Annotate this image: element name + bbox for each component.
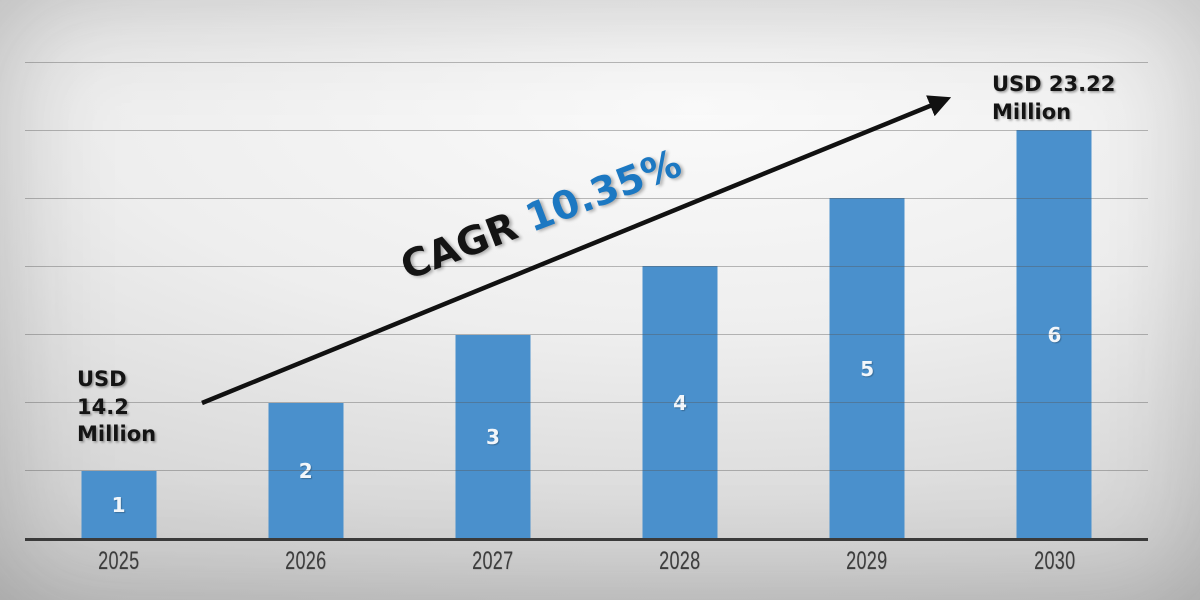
bar-value-label-2025: 1 xyxy=(111,492,126,517)
bar-slot-2030: 6 xyxy=(961,62,1148,539)
bar-value-label-2027: 3 xyxy=(485,424,500,449)
bar-value-label-2028: 4 xyxy=(673,390,688,415)
bar-value-label-2026: 2 xyxy=(298,458,313,483)
x-tick-2027: 2027 xyxy=(399,547,586,576)
x-tick-2026: 2026 xyxy=(212,547,399,576)
x-tick-2028: 2028 xyxy=(587,547,774,576)
bar-slot-2027: 3 xyxy=(399,62,586,539)
x-tick-label-2030: 2030 xyxy=(1033,547,1076,575)
bar-2027: 3 xyxy=(455,334,531,539)
x-tick-label-2027: 2027 xyxy=(472,547,514,575)
x-tick-label-2025: 2025 xyxy=(97,547,140,575)
bar-2029: 5 xyxy=(829,198,905,539)
end-value-line-2: Million xyxy=(992,99,1072,124)
bar-slot-2028: 4 xyxy=(587,62,774,539)
start-value-label: USD 14.2 Million xyxy=(77,366,156,449)
bar-2028: 4 xyxy=(642,266,718,539)
end-value-label: USD 23.22 Million xyxy=(992,71,1115,126)
bar-slot-2029: 5 xyxy=(774,62,961,539)
x-tick-2029: 2029 xyxy=(774,547,961,576)
bar-2025: 1 xyxy=(81,470,157,539)
end-value-line-1: USD 23.22 xyxy=(992,72,1116,96)
start-value-line-1: USD xyxy=(77,367,127,391)
bar-value-label-2030: 6 xyxy=(1047,322,1062,347)
bar-slot-2025: 1 xyxy=(25,62,212,539)
start-value-line-2: 14.2 xyxy=(77,394,129,419)
x-tick-2025: 2025 xyxy=(25,547,212,576)
x-tick-2030: 2030 xyxy=(961,547,1148,576)
x-axis-labels: 2025 2026 2027 2028 2029 2030 xyxy=(25,547,1148,576)
bars-row: 1 2 3 4 5 6 xyxy=(25,62,1148,539)
bar-value-label-2029: 5 xyxy=(860,356,875,381)
x-axis-line xyxy=(25,538,1148,541)
x-tick-label-2028: 2028 xyxy=(659,547,701,575)
bar-2026: 2 xyxy=(268,402,344,539)
x-tick-label-2026: 2026 xyxy=(285,547,327,575)
plot-area: 1 2 3 4 5 6 xyxy=(25,61,1148,541)
start-value-line-3: Million xyxy=(77,422,157,446)
bar-slot-2026: 2 xyxy=(212,62,399,539)
bar-2030: 6 xyxy=(1016,130,1092,539)
x-tick-label-2029: 2029 xyxy=(846,547,889,575)
